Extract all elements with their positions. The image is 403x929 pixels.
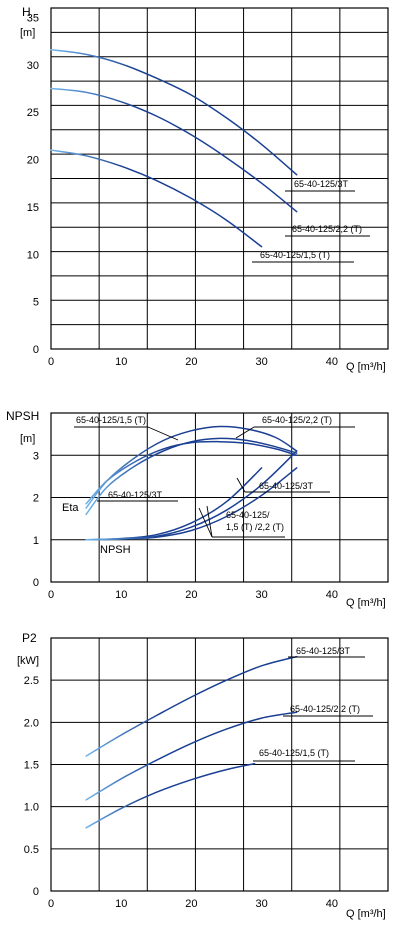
npsh-chart-grid [50, 412, 389, 583]
series-line-0 [85, 655, 298, 757]
power-chart: 0 10 20 30 40 0 0.5 1.0 1.5 2.0 2.5 P2 [kW] Q [m³/… [17, 631, 389, 920]
y-tick-label: 0 [33, 577, 39, 589]
plot-frame [50, 637, 389, 892]
npsh-chart-curves [85, 425, 298, 541]
series-line-eta-1 [85, 425, 298, 509]
power-ylabel: P2 [22, 631, 37, 645]
power-label-1-5: 65-40-125/1,5 (T) [259, 748, 329, 758]
plot-frame [50, 7, 389, 350]
x-tick-label: 20 [185, 589, 197, 601]
y-tick-label: 0 [33, 886, 39, 898]
power-chart-grid [50, 637, 389, 892]
npsh-ylabel: NPSH [6, 409, 39, 423]
npsh-label-leader [198, 507, 213, 538]
power-chart-ticks: 0 10 20 30 40 0 0.5 1.0 1.5 2.0 2.5 [24, 675, 338, 910]
eta-curve-label: Eta [62, 502, 79, 514]
x-tick-label: 10 [115, 898, 127, 910]
npsh-curve-label: NPSH [100, 544, 131, 556]
power-yunit: [kW] [17, 655, 39, 667]
npsh-label-leader [206, 505, 213, 538]
y-tick-label: 1.5 [24, 760, 39, 772]
power-xlabel: Q [m³/h] [346, 908, 386, 920]
y-tick-label: 15 [27, 202, 39, 214]
npsh-label-leader [235, 426, 255, 439]
head-chart-curves [50, 48, 298, 248]
head-chart-ticks: 0 10 20 30 40 0 5 10 15 20 25 30 35 [27, 12, 338, 368]
x-tick-label: 10 [115, 356, 127, 368]
x-tick-label: 10 [115, 589, 127, 601]
series-line-1 [85, 711, 298, 801]
x-tick-label: 30 [256, 589, 268, 601]
y-tick-label: 10 [27, 249, 39, 261]
x-tick-label: 40 [326, 356, 338, 368]
series-line-1 [50, 87, 298, 213]
series-line-2 [85, 762, 256, 829]
y-tick-label: 35 [27, 12, 39, 24]
head-label-1-5: 65-40-125/1,5 (T) [260, 250, 330, 260]
y-tick-label: 20 [27, 155, 39, 167]
y-tick-label: 5 [33, 297, 39, 309]
x-tick-label: 0 [48, 898, 54, 910]
y-tick-label: 0 [33, 344, 39, 356]
x-tick-label: 30 [256, 898, 268, 910]
head-ylabel: H [22, 5, 31, 19]
power-label-3t: 65-40-125/3T [296, 646, 351, 656]
x-tick-label: 20 [185, 356, 197, 368]
y-tick-label: 25 [27, 107, 39, 119]
series-line-eta-0 [85, 437, 298, 516]
y-tick-label: 1.0 [24, 802, 39, 814]
series-line-npsh-5 [85, 467, 298, 541]
x-tick-label: 40 [326, 898, 338, 910]
head-label-3t: 65-40-125/3T [294, 179, 349, 189]
series-line-eta-2 [85, 440, 298, 505]
head-chart-grid [50, 7, 389, 350]
series-line-0 [50, 48, 298, 176]
npsh-label-npsh-line1: 65-40-125/ [226, 510, 270, 520]
power-chart-curves [85, 655, 298, 829]
y-tick-label: 2.0 [24, 717, 39, 729]
npsh-xlabel: Q [m³/h] [346, 597, 386, 609]
npsh-chart: 0 10 20 30 40 0 1 2 3 NPSH [m] Q [m³/h] 65-40-12… [6, 409, 389, 609]
x-tick-label: 40 [326, 589, 338, 601]
x-tick-label: 0 [48, 356, 54, 368]
x-tick-label: 20 [185, 898, 197, 910]
y-tick-label: 1 [33, 535, 39, 547]
y-tick-label: 30 [27, 60, 39, 72]
head-yunit: [m] [20, 27, 35, 39]
x-tick-label: 0 [48, 589, 54, 601]
npsh-label-leader [147, 426, 179, 441]
npsh-label-leader [236, 477, 246, 493]
y-tick-label: 2.5 [24, 675, 39, 687]
power-label-2-2: 65-40-125/2,2 (T) [290, 704, 360, 714]
y-tick-label: 3 [33, 450, 39, 462]
npsh-label-3t-eta: 65-40-125/3T [108, 490, 163, 500]
npsh-chart-ticks: 0 10 20 30 40 0 1 2 3 [33, 450, 338, 601]
series-line-2 [50, 149, 263, 248]
head-chart: 0 10 20 30 40 0 5 10 15 20 25 30 35 H [m] Q [m³/h] 6… [20, 5, 389, 373]
y-tick-label: 2 [33, 493, 39, 505]
npsh-yunit: [m] [20, 433, 35, 445]
y-tick-label: 0.5 [24, 844, 39, 856]
npsh-label-npsh-line2: 1,5 (T) /2,2 (T) [226, 522, 284, 532]
plot-frame [50, 412, 389, 583]
x-tick-label: 30 [256, 356, 268, 368]
head-label-2-2: 65-40-125/2,2 (T) [292, 224, 362, 234]
npsh-label-2-2: 65-40-125/2,2 (T) [262, 415, 332, 425]
npsh-label-1-5: 65-40-125/1,5 (T) [76, 415, 146, 425]
head-xlabel: Q [m³/h] [346, 361, 386, 373]
npsh-label-3t: 65-40-125/3T [259, 481, 314, 491]
